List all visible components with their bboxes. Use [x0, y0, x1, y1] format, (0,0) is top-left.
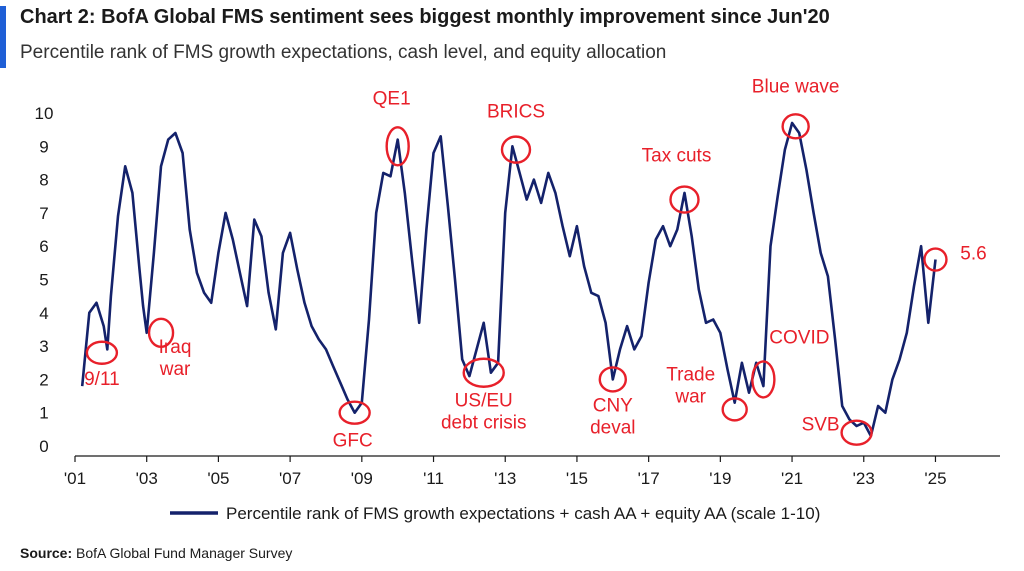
annotation-circle [598, 366, 627, 393]
annotation-label: BRICS [487, 102, 545, 123]
annotation-label: Tax cuts [642, 146, 712, 167]
y-tick-label: 4 [39, 304, 48, 323]
annotation-label: US/EU debt crisis [441, 391, 527, 434]
annotation-label: 5.6 [960, 244, 986, 265]
annotation-circle [669, 185, 700, 214]
chart-subtitle: Percentile rank of FMS growth expectatio… [20, 42, 667, 63]
legend: Percentile rank of FMS growth expectatio… [170, 504, 820, 523]
annotation-label: Iraq war [159, 337, 192, 380]
annotations-group: 9/11 Iraq war GFC QE1 US/EU debt crisis BRICS CN… [84, 76, 987, 451]
annotation-circle [923, 247, 948, 272]
annotation-label: Trade war [666, 364, 715, 407]
annotation-label: COVID [769, 327, 829, 348]
legend-label: Percentile rank of FMS growth expectatio… [226, 504, 820, 523]
y-tick-label: 9 [39, 137, 48, 156]
x-tick-label: '09 [351, 469, 373, 488]
series-line [80, 121, 937, 438]
x-tick-label: '19 [709, 469, 731, 488]
title-accent-bar [0, 6, 6, 68]
annotation-label: 9/11 [84, 369, 120, 390]
y-axis: 0 1 2 3 4 5 6 7 8 9 10 [35, 104, 54, 456]
y-tick-label: 2 [39, 370, 48, 389]
x-tick-label: '23 [853, 469, 875, 488]
x-tick-label: '15 [566, 469, 588, 488]
x-tick-label: '13 [494, 469, 516, 488]
x-tick-label: '05 [207, 469, 229, 488]
annotation-label: SVB [802, 415, 840, 436]
y-tick-label: 3 [39, 337, 48, 356]
series-group [80, 121, 937, 438]
annotation-circle [385, 126, 410, 167]
y-tick-label: 0 [39, 437, 48, 456]
y-tick-label: 10 [35, 104, 54, 123]
y-tick-label: 5 [39, 271, 48, 290]
x-tick-label: '01 [64, 469, 86, 488]
annotation-circle [781, 113, 810, 140]
annotation-circle [500, 135, 532, 164]
x-tick-label: '11 [423, 469, 444, 488]
x-tick-label: '21 [781, 469, 803, 488]
annotation-label: QE1 [373, 88, 411, 109]
y-tick-label: 1 [39, 404, 48, 423]
annotation-circle [751, 360, 776, 399]
source-note: Source: BofA Global Fund Manager Survey [20, 545, 292, 561]
annotation-circle [840, 419, 873, 446]
y-tick-label: 7 [39, 204, 48, 223]
x-axis: '01 '03 '05 '07 '09 '11 '13 '15 '17 '19 '21 '23 '25 [64, 455, 1000, 488]
source-text: BofA Global Fund Manager Survey [76, 545, 293, 561]
source-label: Source: [20, 545, 73, 561]
annotation-circle [147, 317, 175, 348]
y-tick-label: 8 [39, 171, 48, 190]
annotation-circle [721, 397, 748, 422]
y-tick-label: 6 [39, 237, 48, 256]
annotation-circle [85, 340, 119, 365]
annotation-circle [462, 357, 505, 388]
chart-title: Chart 2: BofA Global FMS sentiment sees … [20, 6, 830, 28]
x-tick-label: '25 [924, 469, 946, 488]
annotation-label: Blue wave [752, 76, 840, 97]
annotation-label: GFC [333, 431, 373, 452]
x-tick-label: '17 [638, 469, 660, 488]
annotation-label: CNY deval [590, 395, 635, 438]
x-tick-label: '07 [279, 469, 301, 488]
annotation-circle [338, 400, 371, 425]
x-tick-label: '03 [136, 469, 158, 488]
